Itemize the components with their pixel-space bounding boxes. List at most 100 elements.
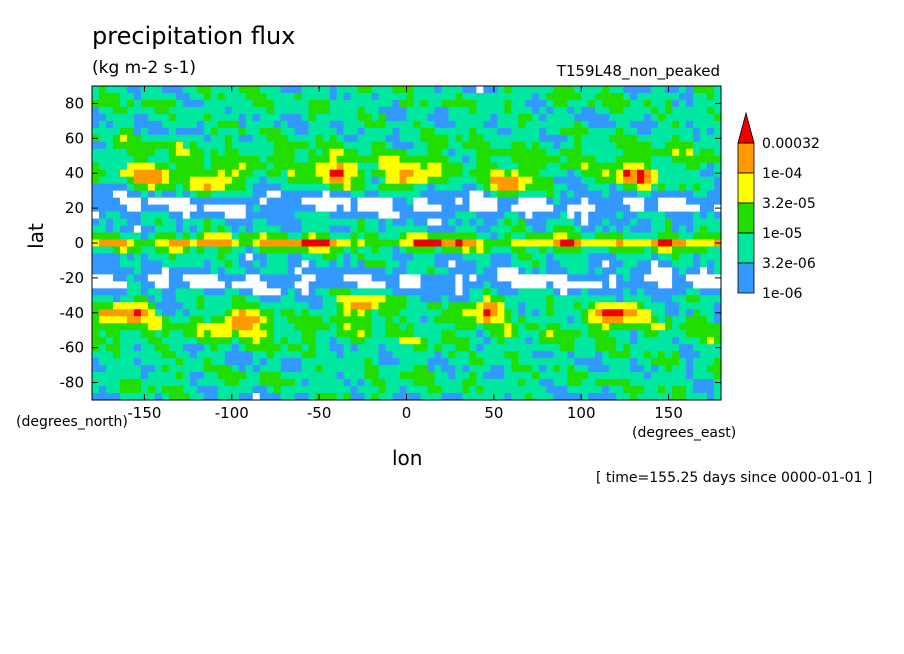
field-cell <box>476 239 484 248</box>
field-cell <box>259 183 268 192</box>
field-cell <box>392 162 401 171</box>
field-cell <box>539 134 547 143</box>
field-cell <box>140 148 149 157</box>
field-cell <box>693 330 701 338</box>
field-cell <box>602 211 610 220</box>
field-cell <box>637 267 645 275</box>
field-cell <box>175 358 184 366</box>
field-cell <box>245 155 254 164</box>
field-cell <box>280 225 289 234</box>
field-cell <box>329 134 338 143</box>
field-cell <box>665 120 673 129</box>
field-cell <box>707 162 715 171</box>
field-cell <box>343 86 352 94</box>
field-cell <box>301 197 310 206</box>
field-cell <box>112 365 121 373</box>
field-cell <box>203 309 212 317</box>
field-cell <box>490 323 498 331</box>
field-cell <box>630 253 638 262</box>
field-cell <box>168 309 177 317</box>
field-cell <box>371 316 380 324</box>
field-cell <box>119 211 128 220</box>
field-cell <box>126 239 135 248</box>
field-cell <box>357 288 366 296</box>
field-cell <box>448 162 457 171</box>
field-cell <box>567 358 575 366</box>
field-cell <box>539 309 547 317</box>
field-cell <box>322 86 331 94</box>
field-cell <box>658 351 666 359</box>
field-cell <box>546 253 554 262</box>
field-cell <box>161 106 170 115</box>
field-cell <box>658 239 666 248</box>
field-cell <box>161 190 170 199</box>
field-cell <box>287 197 296 206</box>
field-cell <box>119 197 128 206</box>
field-cell <box>448 386 457 394</box>
field-cell <box>553 162 561 171</box>
field-cell <box>98 281 107 289</box>
field-cell <box>301 113 310 122</box>
field-cell <box>259 239 268 248</box>
field-cell <box>700 393 708 400</box>
field-cell <box>539 176 547 185</box>
field-cell <box>280 253 289 262</box>
field-cell <box>329 211 338 220</box>
field-cell <box>574 281 582 289</box>
field-cell <box>462 379 470 387</box>
field-cell <box>707 204 715 213</box>
field-cell <box>378 246 387 255</box>
field-cell <box>553 302 561 310</box>
field-cell <box>476 197 484 206</box>
field-cell <box>280 162 289 171</box>
field-cell <box>210 281 219 289</box>
field-cell <box>238 197 247 206</box>
field-cell <box>588 365 596 373</box>
field-cell <box>385 204 394 213</box>
field-cell <box>210 141 219 150</box>
field-cell <box>329 372 338 380</box>
field-cell <box>378 190 387 199</box>
field-cell <box>574 239 582 248</box>
field-cell <box>238 267 247 275</box>
field-cell <box>322 197 331 206</box>
field-cell <box>630 190 638 199</box>
field-cell <box>700 295 708 303</box>
field-cell <box>378 358 387 366</box>
field-cell <box>98 169 107 178</box>
field-cell <box>371 169 380 178</box>
field-cell <box>434 218 443 227</box>
field-cell <box>308 379 317 387</box>
field-cell <box>560 190 568 199</box>
field-cell <box>553 197 561 206</box>
field-cell <box>315 288 324 296</box>
field-cell <box>448 344 457 352</box>
field-cell <box>287 99 296 108</box>
field-cell <box>469 148 477 157</box>
field-cell <box>203 260 212 269</box>
field-cell <box>504 386 512 394</box>
field-cell <box>504 148 512 157</box>
field-cell <box>112 106 121 115</box>
field-cell <box>371 86 380 94</box>
field-cell <box>525 239 533 248</box>
field-cell <box>567 232 575 241</box>
field-cell <box>574 204 582 213</box>
field-cell <box>651 274 659 282</box>
field-cell <box>196 197 205 206</box>
field-cell <box>616 260 624 269</box>
field-cell <box>476 92 484 101</box>
field-cell <box>448 246 457 255</box>
field-cell <box>133 351 142 359</box>
field-cell <box>511 183 519 192</box>
field-cell <box>679 120 687 129</box>
field-cell <box>406 267 415 275</box>
field-cell <box>679 204 687 213</box>
field-cell <box>294 351 303 359</box>
field-cell <box>490 260 498 269</box>
field-cell <box>287 176 296 185</box>
field-cell <box>252 288 261 296</box>
field-cell <box>413 295 422 303</box>
field-cell <box>175 162 184 171</box>
field-cell <box>336 365 345 373</box>
